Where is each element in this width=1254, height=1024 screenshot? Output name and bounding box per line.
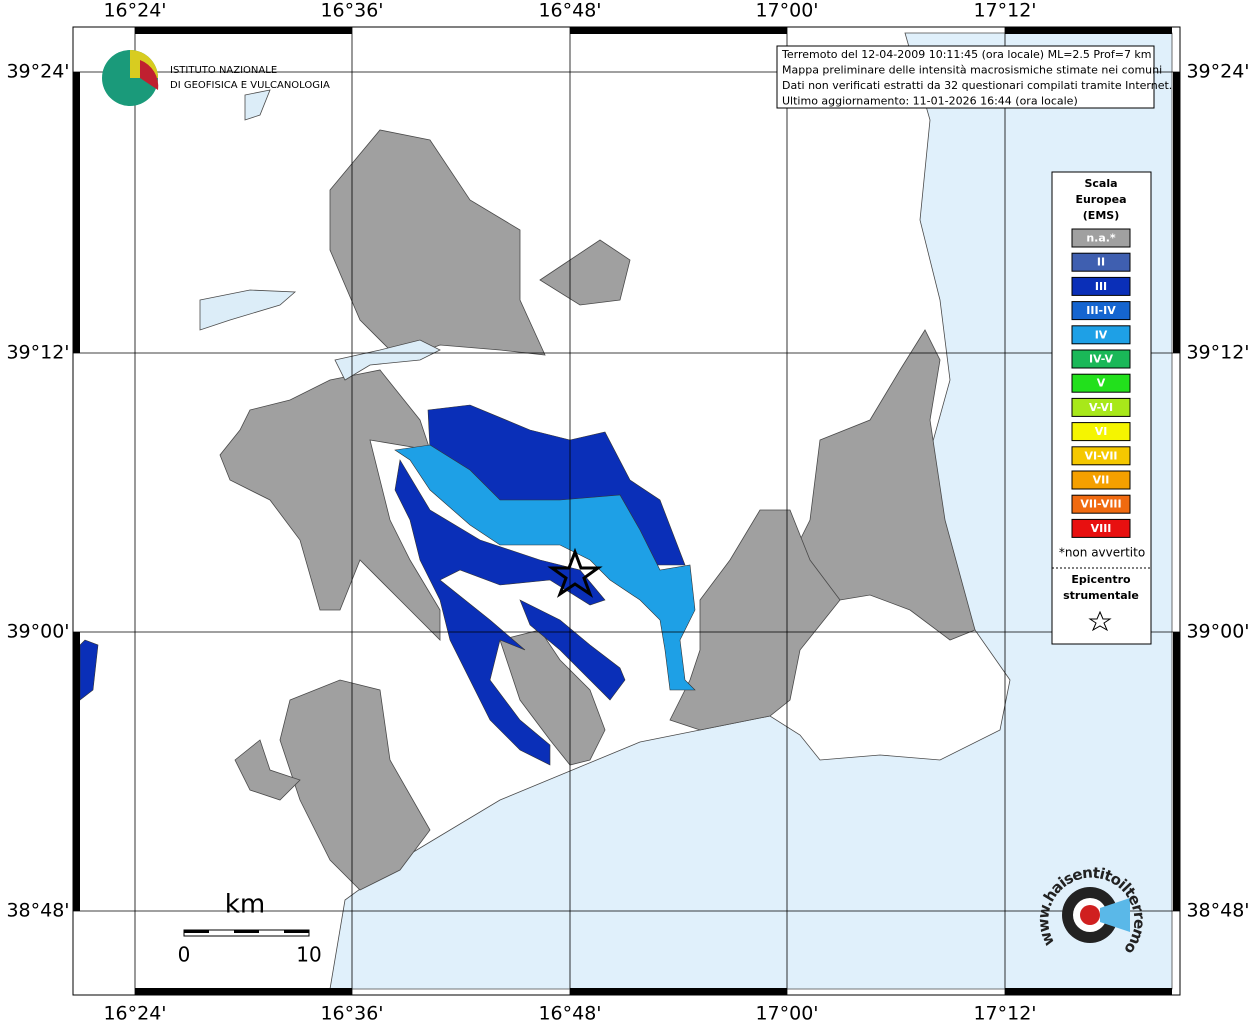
legend-label: VI (1095, 425, 1108, 438)
legend-label: VII-VIII (1080, 498, 1121, 511)
frame-bar (570, 988, 787, 995)
frame-bar (73, 72, 80, 353)
header-box (776, 45, 1155, 109)
lat-label: 39°00' (6, 621, 69, 643)
legend-swatch (1071, 349, 1131, 369)
legend-label: V-VI (1089, 401, 1113, 414)
legend-label: III-IV (1086, 304, 1116, 317)
frame-bar (135, 988, 352, 995)
watermark-logo (1080, 905, 1100, 925)
frame-bar (1173, 632, 1180, 911)
lat-label: 39°12' (6, 342, 69, 364)
legend-swatch (1071, 446, 1131, 466)
scale-bar-segment (184, 930, 209, 933)
header-line: Mappa preliminare delle intensità macros… (782, 64, 1162, 77)
legend-label: n.a.* (1086, 232, 1116, 245)
lon-label: 17°12' (973, 1003, 1036, 1024)
ingv-logo-segment (140, 60, 159, 90)
legend-swatch (1071, 422, 1131, 442)
frame-bar (1005, 27, 1172, 34)
lake (334, 339, 441, 381)
legend-epicenter-title: strumentale (1063, 589, 1139, 602)
frame-bar (1005, 988, 1172, 995)
scale-unit: km (225, 890, 265, 920)
frame-bar (570, 27, 787, 34)
commune-area (519, 599, 626, 701)
legend-swatch (1071, 228, 1131, 248)
header-line: Dati non verificati estratti da 32 quest… (782, 79, 1172, 92)
scale-label: 0 (178, 943, 191, 967)
header-line: Terremoto del 12-04-2009 10:11:45 (ora l… (781, 48, 1152, 61)
land (219, 369, 441, 641)
legend-label: VII (1093, 474, 1110, 487)
legend-epicenter-title: Epicentro (1071, 573, 1131, 586)
commune-area (394, 444, 696, 691)
lon-label: 16°36' (320, 0, 383, 22)
land (499, 629, 606, 766)
ingv-logo-text: DI GEOFISICA E VULCANOLOGIA (170, 80, 330, 91)
ingv-logo-text: ISTITUTO NAZIONALE (170, 65, 277, 76)
commune-area (394, 459, 606, 766)
lat-label: 39°24' (6, 61, 69, 83)
lake (199, 289, 297, 331)
lat-label: 38°48' (1186, 900, 1249, 922)
land (329, 129, 546, 361)
legend-swatch (1071, 397, 1131, 417)
legend-label: IV (1095, 328, 1108, 341)
lat-label: 39°24' (1186, 61, 1249, 83)
lon-label: 16°24' (103, 0, 166, 22)
legend-label: VIII (1091, 522, 1112, 535)
lake (244, 89, 271, 121)
legend-label: III (1095, 280, 1107, 293)
legend-label: IV-V (1089, 353, 1114, 366)
legend-swatch (1071, 470, 1131, 490)
epicenter-star (547, 547, 603, 598)
frame-bar (73, 632, 80, 911)
legend-title: Europea (1075, 193, 1126, 206)
legend-star (1088, 610, 1112, 632)
lon-label: 17°12' (973, 0, 1036, 22)
lon-label: 16°48' (538, 1003, 601, 1024)
legend-note: *non avvertito (1059, 546, 1145, 560)
lat-label: 39°00' (1186, 621, 1249, 643)
legend-swatch (1071, 252, 1131, 272)
lat-label: 39°12' (1186, 342, 1249, 364)
lon-label: 17°00' (755, 0, 818, 22)
lon-label: 16°48' (538, 0, 601, 22)
lon-label: 17°00' (755, 1003, 818, 1024)
legend-label: II (1097, 256, 1105, 269)
watermark-logo (1100, 898, 1130, 932)
legend-swatch (1071, 325, 1131, 345)
scale-bar-segment (284, 930, 309, 933)
lon-label: 16°36' (320, 1003, 383, 1024)
legend-swatch (1071, 276, 1131, 296)
legend-title: Scala (1084, 177, 1117, 190)
scale-label: 10 (296, 943, 321, 967)
land (234, 739, 301, 801)
legend-label: V (1097, 377, 1106, 390)
legend-title: (EMS) (1083, 209, 1119, 222)
legend-swatch (1071, 301, 1131, 321)
legend-swatch (1071, 494, 1131, 514)
frame-bar (1173, 72, 1180, 353)
frame-bar (135, 27, 352, 34)
header-line: Ultimo aggiornamento: 11-01-2026 16:44 (… (782, 95, 1078, 108)
legend-swatch (1071, 518, 1131, 538)
scale-bar-segment (234, 930, 259, 933)
legend-swatch (1071, 373, 1131, 393)
lat-label: 38°48' (6, 900, 69, 922)
commune-area (79, 639, 99, 701)
legend-label: VI-VII (1084, 449, 1117, 462)
lon-label: 16°24' (103, 1003, 166, 1024)
